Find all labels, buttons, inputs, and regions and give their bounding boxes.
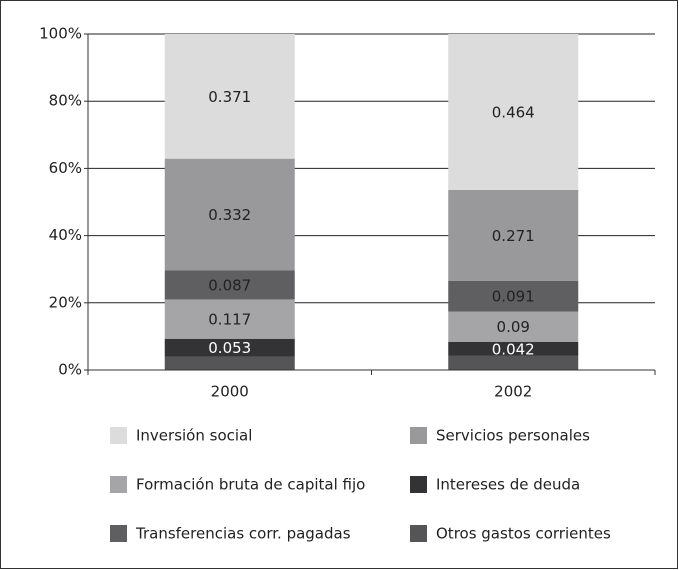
- value-label: 0.371: [208, 88, 251, 106]
- bar-segment: [448, 355, 579, 370]
- legend-label: Intereses de deuda: [436, 476, 580, 494]
- bar-segment: [448, 311, 579, 342]
- y-tick-label: 0%: [58, 361, 82, 379]
- bar-segment: [448, 189, 579, 281]
- legend-swatch: [110, 427, 127, 444]
- value-label: 0.042: [492, 340, 535, 358]
- legend-swatch: [410, 476, 427, 493]
- bar-segment: [164, 34, 295, 159]
- y-tick-label: 80%: [49, 92, 82, 110]
- value-label: 0.087: [208, 276, 251, 294]
- bar-segment: [164, 158, 295, 271]
- value-label: 0.271: [492, 227, 535, 245]
- x-tick-label: 2000: [211, 383, 249, 401]
- bar-segment: [164, 270, 295, 300]
- bar-segment: [164, 356, 295, 370]
- legend-label: Formación bruta de capital fijo: [136, 476, 365, 494]
- value-label: 0.091: [492, 288, 535, 306]
- legend-swatch: [110, 476, 127, 493]
- value-label: 0.464: [492, 103, 535, 121]
- y-tick-label: 100%: [39, 25, 82, 43]
- y-tick-label: 60%: [49, 159, 82, 177]
- legend-label: Inversión social: [136, 427, 252, 445]
- legend-label: Transferencias corr. pagadas: [135, 525, 351, 543]
- bar-segment: [448, 341, 579, 356]
- y-tick-label: 20%: [49, 293, 82, 311]
- value-label: 0.053: [208, 339, 251, 357]
- value-label: 0.09: [497, 318, 530, 336]
- x-tick-label: 2002: [494, 383, 532, 401]
- bar-segment: [448, 280, 579, 312]
- value-label: 0.332: [208, 206, 251, 224]
- value-label: 0.117: [208, 311, 251, 329]
- legend-swatch: [410, 525, 427, 542]
- legend-swatch: [410, 427, 427, 444]
- legend-label: Servicios personales: [436, 427, 590, 445]
- bar-segment: [164, 299, 295, 339]
- legend-swatch: [110, 525, 127, 542]
- bar-segment: [164, 338, 295, 357]
- y-tick-label: 40%: [49, 226, 82, 244]
- bar-segment: [448, 34, 579, 190]
- legend-label: Otros gastos corrientes: [436, 525, 611, 543]
